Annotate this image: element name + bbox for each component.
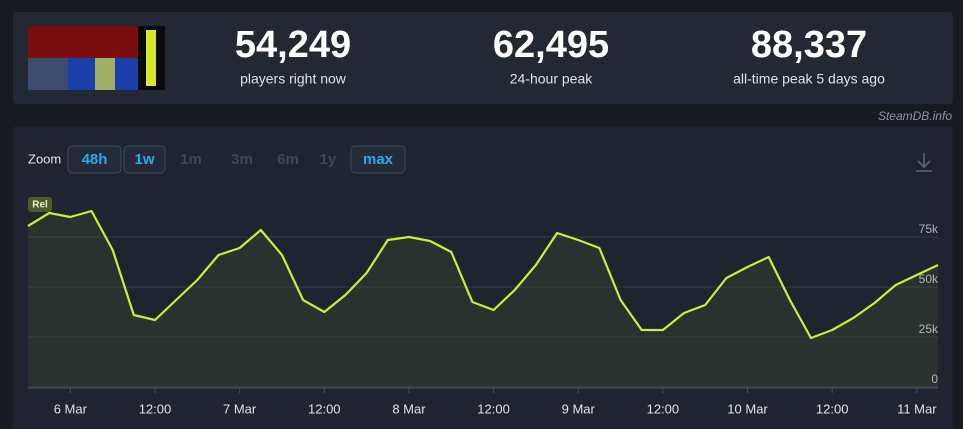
- y-tick-label: 75k: [919, 222, 939, 236]
- stat-label: all-time peak 5 days ago: [733, 71, 885, 87]
- x-tick-label: 12:00: [139, 401, 172, 416]
- area: [28, 211, 938, 387]
- x-tick-label: 12:00: [816, 401, 849, 416]
- x-tick-label: 10 Mar: [727, 401, 768, 416]
- x-tick-label: 12:00: [477, 401, 510, 416]
- zoom-option[interactable]: max: [363, 151, 394, 168]
- zoom-option: 6m: [277, 151, 299, 168]
- x-tick-label: 12:00: [647, 401, 680, 416]
- x-tick-label: 7 Mar: [223, 401, 257, 416]
- download-icon[interactable]: [916, 153, 932, 172]
- stat-value: 62,495: [493, 24, 609, 66]
- source: SteamDB.info: [878, 109, 952, 123]
- stat-value: 54,249: [235, 24, 351, 66]
- zoom-button[interactable]: [350, 145, 406, 174]
- game-image: [28, 26, 165, 90]
- y-tick-label: 25k: [919, 322, 939, 336]
- stat-value: 88,337: [751, 24, 867, 66]
- x-tick-label: 11 Mar: [897, 401, 937, 416]
- x-tick-label: 9 Mar: [562, 401, 596, 416]
- line: [27, 209, 939, 340]
- stat-label: players right now: [240, 71, 347, 87]
- stat-label: 24-hour peak: [510, 71, 594, 87]
- y-tick-label: 0: [931, 372, 938, 386]
- zoom-option: 1m: [180, 151, 202, 168]
- zoom-option: 1y: [320, 151, 337, 168]
- zoom-option[interactable]: 1w: [134, 151, 154, 168]
- zoom-label: Zoom: [28, 151, 61, 166]
- x-tick-label: 6 Mar: [54, 401, 88, 416]
- zoom-option: 3m: [231, 151, 253, 168]
- badge-label: Rel: [32, 200, 48, 211]
- y-tick-label: 50k: [919, 272, 939, 286]
- zoom-option[interactable]: 48h: [82, 151, 108, 168]
- stats-panel: [13, 12, 953, 104]
- badge: [28, 197, 52, 212]
- zoom-button[interactable]: [67, 145, 122, 174]
- chart-panel: [13, 126, 953, 429]
- zoom-button[interactable]: [123, 145, 166, 174]
- x-tick-label: 8 Mar: [392, 401, 426, 416]
- x-tick-label: 12:00: [308, 401, 341, 416]
